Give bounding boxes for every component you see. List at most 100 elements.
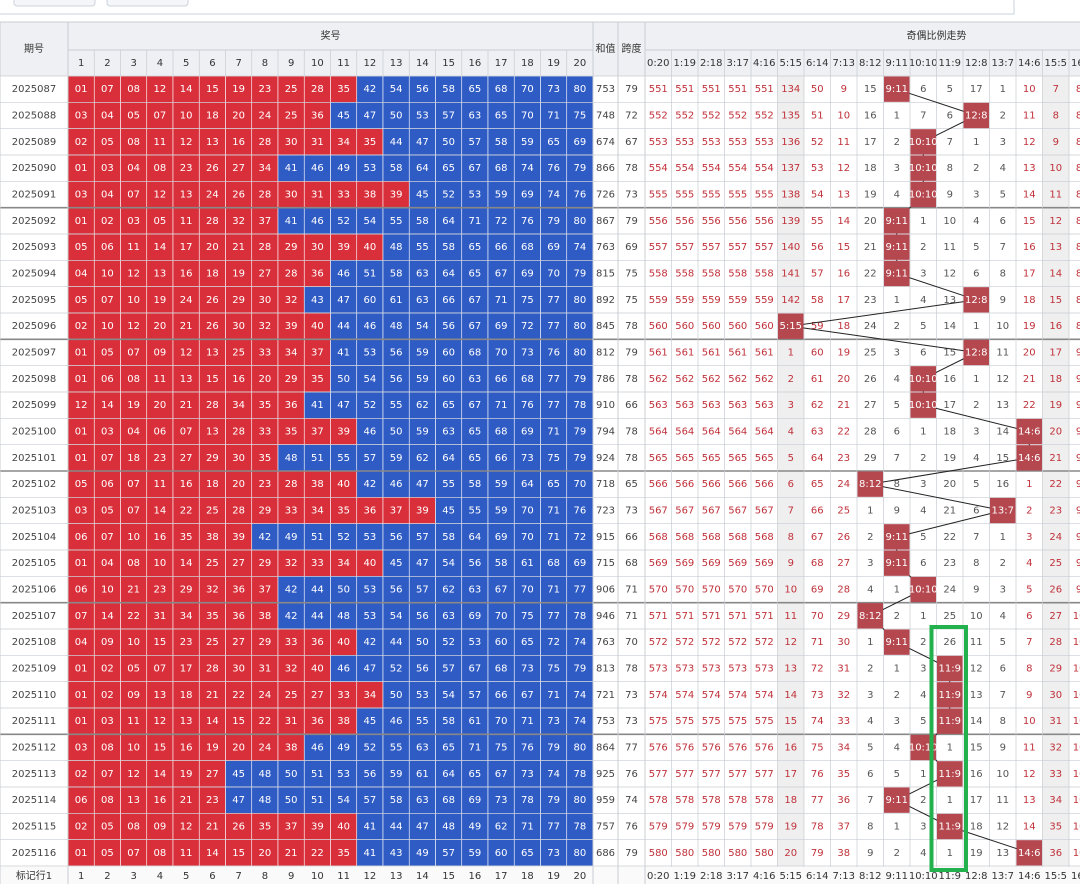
number: 25 [206, 637, 219, 648]
number: 72 [521, 321, 534, 332]
number-column-label: 13 [390, 58, 403, 69]
shade-cell [1042, 681, 1069, 708]
number-cell [435, 707, 463, 735]
miss-count: 99 [1076, 585, 1080, 596]
issue: 2025110 [12, 690, 57, 701]
miss-count: 2 [920, 242, 926, 253]
number: 01 [75, 558, 88, 569]
number: 70 [521, 111, 534, 122]
number: 32 [285, 558, 298, 569]
number: 14 [180, 558, 193, 569]
miss-count: 561 [728, 348, 747, 359]
miss-count: 557 [649, 242, 668, 253]
trend-line [790, 299, 977, 327]
miss-count: 28 [864, 427, 877, 438]
number-cell [513, 75, 541, 103]
hit-ratio: 13:7 [992, 506, 1014, 517]
number-cell [120, 181, 148, 208]
miss-count: 76 [811, 769, 824, 780]
number: 74 [574, 690, 587, 701]
issue: 2025092 [12, 216, 57, 227]
number-cell [146, 286, 174, 314]
shade-cell [1042, 286, 1069, 313]
number: 14 [101, 611, 114, 622]
miss-count: 1 [1000, 532, 1006, 543]
number: 32 [285, 664, 298, 675]
shade-cell [777, 286, 804, 313]
number: 58 [442, 716, 455, 727]
number: 56 [442, 321, 455, 332]
shade-cell [777, 550, 804, 577]
number: 48 [337, 611, 350, 622]
number-cell [120, 628, 148, 656]
number-cell [330, 444, 358, 472]
toolbar-button[interactable] [13, 0, 96, 7]
issue: 2025108 [12, 637, 57, 648]
number: 09 [101, 637, 114, 648]
miss-count: 70 [811, 611, 824, 622]
number: 39 [390, 190, 403, 201]
number: 71 [547, 585, 560, 596]
footer-ratio-label: 15:5 [1045, 871, 1067, 882]
number: 12 [75, 400, 88, 411]
miss-count: 1 [920, 427, 926, 438]
miss-count: 8 [1053, 111, 1059, 122]
number: 63 [442, 611, 455, 622]
number: 40 [337, 822, 350, 833]
number-cell [435, 339, 463, 366]
number: 41 [285, 163, 298, 174]
number: 63 [416, 795, 429, 806]
number: 46 [364, 427, 377, 438]
number: 10 [127, 637, 140, 648]
miss-count: 552 [675, 111, 694, 122]
sum: 959 [596, 795, 615, 806]
number: 42 [364, 479, 377, 490]
hit-cell [963, 102, 989, 129]
miss-count: 9 [973, 585, 979, 596]
number: 06 [75, 585, 88, 596]
issue: 2025114 [12, 795, 57, 806]
number-cell [461, 628, 489, 656]
issue: 2025095 [12, 295, 57, 306]
number-cell [461, 233, 489, 261]
number: 48 [390, 242, 403, 253]
number: 46 [311, 163, 324, 174]
number: 65 [469, 242, 482, 253]
number: 55 [337, 453, 350, 464]
number: 60 [442, 374, 455, 385]
hit-ratio: 9:11 [886, 242, 908, 253]
number-cell [198, 286, 226, 314]
header-issue: 期号 [24, 43, 44, 55]
number: 35 [259, 822, 272, 833]
number-cell [435, 444, 463, 472]
number: 79 [574, 664, 587, 675]
span: 78 [625, 321, 638, 332]
miss-count: 141 [781, 269, 800, 280]
number-cell [172, 102, 200, 129]
miss-count: 11 [970, 637, 983, 648]
number-column-label: 17 [495, 58, 508, 69]
number: 65 [495, 111, 508, 122]
miss-count: 565 [755, 453, 774, 464]
number: 41 [364, 848, 377, 859]
number: 23 [259, 479, 272, 490]
miss-count: 562 [702, 374, 721, 385]
number: 47 [364, 111, 377, 122]
number: 50 [416, 637, 429, 648]
number-column-label: 9 [288, 58, 294, 69]
number-cell [487, 339, 515, 366]
number: 01 [75, 664, 88, 675]
miss-count: 50 [811, 84, 824, 95]
number: 20 [154, 400, 167, 411]
number: 56 [364, 769, 377, 780]
number: 18 [206, 111, 219, 122]
miss-count: 27 [837, 558, 850, 569]
number: 69 [547, 242, 560, 253]
number: 70 [495, 716, 508, 727]
number: 71 [521, 822, 534, 833]
miss-count: 25 [943, 611, 956, 622]
miss-count: 9 [894, 506, 900, 517]
number: 20 [259, 374, 272, 385]
toolbar-button[interactable] [106, 0, 189, 7]
number: 50 [337, 585, 350, 596]
